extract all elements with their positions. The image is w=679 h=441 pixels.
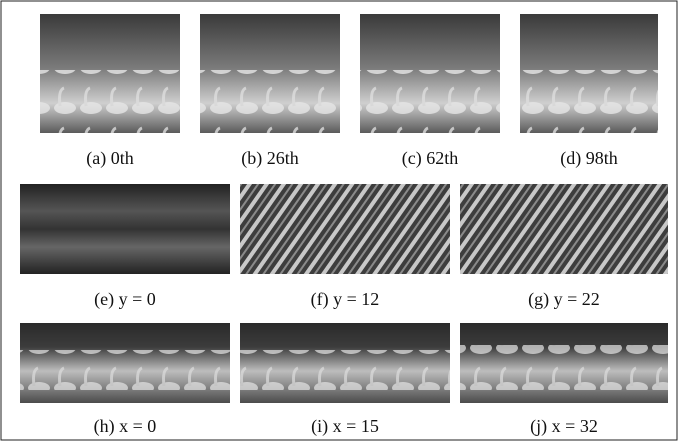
caption: (j) x = 32 bbox=[530, 416, 598, 437]
caption: (a) 0th bbox=[86, 148, 133, 169]
frame-image-detail bbox=[520, 70, 658, 133]
caption: (i) x = 15 bbox=[311, 416, 379, 437]
frame-image-detail bbox=[200, 70, 340, 133]
row-y-slices: (e) y = 0 (f) y = 12 (g) y = 22 bbox=[20, 184, 668, 310]
slice-image bbox=[460, 184, 668, 274]
slice-image bbox=[240, 184, 450, 274]
slice-image-detail bbox=[240, 350, 450, 390]
frame-image-detail bbox=[360, 70, 500, 133]
caption: (h) x = 0 bbox=[94, 416, 157, 437]
caption: (c) 62th bbox=[402, 148, 458, 169]
caption: (g) y = 22 bbox=[528, 289, 600, 310]
row-x-slices: (h) x = 0 (i) x = 15 (j) x = 32 bbox=[20, 323, 668, 437]
slice-image-detail bbox=[460, 345, 668, 390]
slice-image-detail bbox=[20, 350, 230, 390]
row-frames: (a) 0th (b) 26th (c) 62th (d) 98th bbox=[40, 14, 658, 169]
slice-image bbox=[20, 184, 230, 274]
figure: (a) 0th (b) 26th (c) 62th (d) 98th (e) y… bbox=[0, 0, 679, 441]
frame-image-detail bbox=[40, 70, 180, 133]
caption: (b) 26th bbox=[241, 148, 299, 169]
caption: (e) y = 0 bbox=[94, 289, 156, 310]
caption: (d) 98th bbox=[560, 148, 618, 169]
caption: (f) y = 12 bbox=[311, 289, 380, 310]
